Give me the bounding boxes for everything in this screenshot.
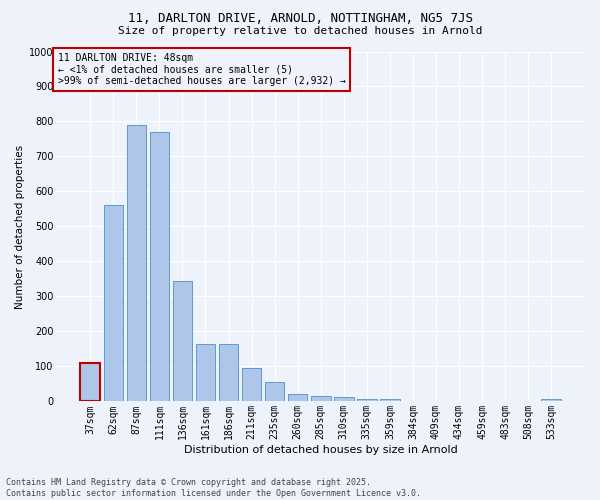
X-axis label: Distribution of detached houses by size in Arnold: Distribution of detached houses by size …	[184, 445, 458, 455]
Bar	[472, 400, 492, 402]
Text: 11 DARLTON DRIVE: 48sqm
← <1% of detached houses are smaller (5)
>99% of semi-de: 11 DARLTON DRIVE: 48sqm ← <1% of detache…	[58, 53, 346, 86]
Y-axis label: Number of detached properties: Number of detached properties	[15, 144, 25, 308]
Bar	[541, 398, 561, 402]
Bar	[357, 398, 377, 402]
Bar	[196, 344, 215, 402]
Bar	[104, 206, 123, 402]
Text: Size of property relative to detached houses in Arnold: Size of property relative to detached ho…	[118, 26, 482, 36]
Bar	[149, 132, 169, 402]
Text: Contains HM Land Registry data © Crown copyright and database right 2025.
Contai: Contains HM Land Registry data © Crown c…	[6, 478, 421, 498]
Bar	[265, 382, 284, 402]
Bar	[127, 125, 146, 402]
Bar	[311, 396, 331, 402]
Bar	[334, 397, 353, 402]
Bar	[426, 400, 446, 402]
Bar	[288, 394, 307, 402]
Bar	[242, 368, 262, 402]
Bar	[219, 344, 238, 402]
Text: 11, DARLTON DRIVE, ARNOLD, NOTTINGHAM, NG5 7JS: 11, DARLTON DRIVE, ARNOLD, NOTTINGHAM, N…	[128, 12, 473, 26]
Bar	[80, 363, 100, 402]
Bar	[173, 280, 192, 402]
Bar	[380, 398, 400, 402]
